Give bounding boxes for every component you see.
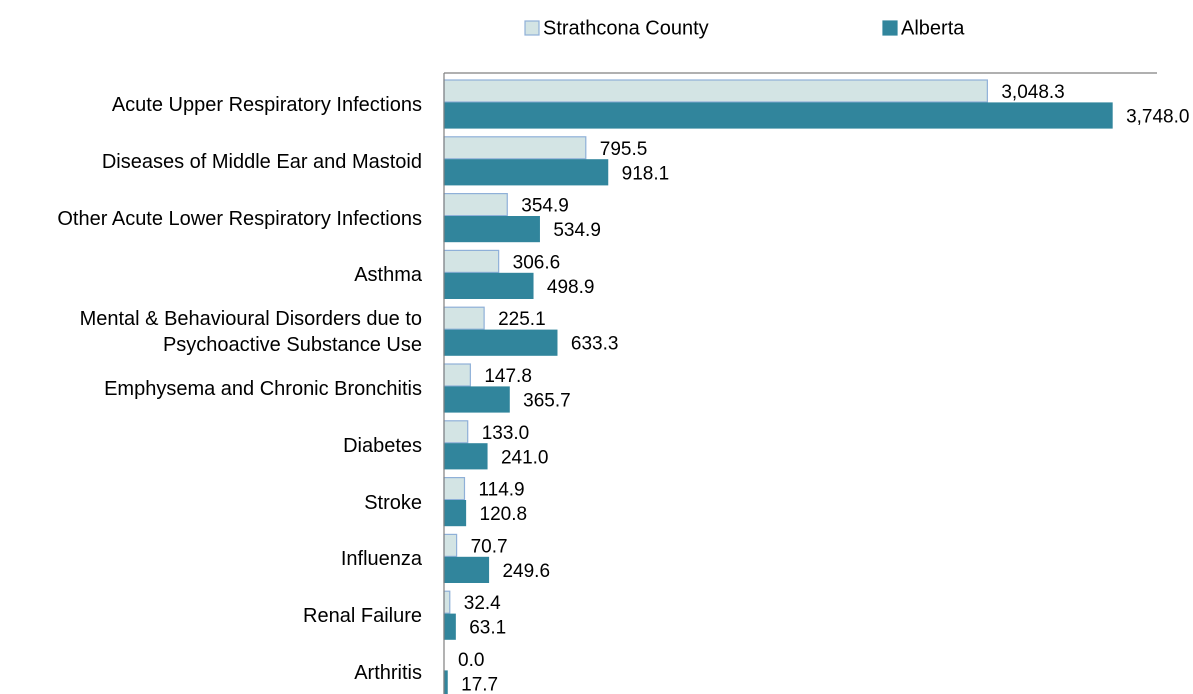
bar [443,590,451,614]
value-label: 306.6 [513,252,561,273]
category-label: Diabetes [343,434,422,457]
value-label: 498.9 [547,277,595,298]
value-label: 147.8 [484,366,532,387]
value-label: 3,048.3 [1001,82,1064,103]
bar [443,533,458,558]
category-label: Stroke [364,491,422,514]
bar [443,306,485,330]
bar [443,79,988,103]
bar [443,443,488,470]
value-label: 241.0 [501,447,549,468]
bar [443,420,469,444]
legend-label: Alberta [901,17,965,39]
value-label: 795.5 [600,139,648,160]
bar [443,216,540,243]
value-label: 63.1 [469,618,506,639]
category-label: Diseases of Middle Ear and Mastoid [101,150,422,173]
legend-swatch [882,20,898,36]
bar [443,102,1113,129]
value-label: 133.0 [482,423,530,444]
value-label: 32.4 [464,593,501,614]
category-label: Arthritis [354,662,422,684]
category-label: Influenza [340,548,422,571]
bar [443,500,467,527]
value-label: 918.1 [622,163,670,184]
bar [443,159,609,186]
category-label: Acute Upper Respiratory Infections [111,94,422,116]
value-label: 17.7 [461,675,498,694]
bar [443,477,466,501]
value-label: 3,748.0 [1126,107,1189,128]
value-label: 70.7 [471,536,508,557]
value-label: 120.8 [480,504,528,525]
legend-label: Strathcona County [543,17,709,39]
category-label: Mental & Behavioural Disorders due to Ps… [79,308,422,357]
bar [443,193,508,217]
bar [443,272,534,299]
bar [443,613,456,640]
value-label: 249.6 [502,561,550,582]
category-label: Other Acute Lower Respiratory Infections [57,207,422,230]
legend-swatch [524,20,540,36]
bar [443,556,490,584]
bar [443,136,587,160]
value-label: 114.9 [478,480,524,501]
value-label: 633.3 [571,334,619,355]
category-label: Emphysema and Chronic Bronchitis [104,378,422,400]
bar [443,386,510,413]
bar [443,363,471,387]
bar [443,329,558,356]
value-label: 365.7 [523,391,571,412]
value-label: 225.1 [498,309,546,330]
category-label: Asthma [354,264,422,287]
value-label: 354.9 [521,196,569,217]
value-label: 0.0 [458,650,484,671]
bar [443,249,500,273]
category-label: Renal Failure [303,605,422,628]
value-label: 534.9 [553,220,601,241]
